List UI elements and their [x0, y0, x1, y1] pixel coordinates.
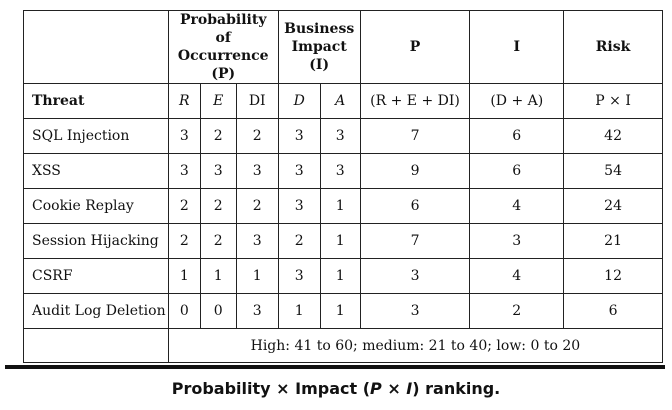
impact-group-header: Business Impact (I): [277, 10, 361, 84]
i-cell: 3: [469, 223, 565, 259]
di-cell: 3: [235, 223, 279, 259]
i-cell: 4: [469, 258, 565, 294]
i-column-header: I: [469, 10, 565, 84]
caption-rule: [5, 365, 665, 369]
a-cell: 3: [319, 118, 361, 154]
a-column-header: A: [319, 83, 361, 119]
e-cell: 0: [199, 293, 237, 329]
d-cell: 1: [277, 293, 321, 329]
caption-prefix: Probability × Impact (: [171, 379, 371, 398]
r-cell: 1: [167, 258, 201, 294]
di-cell: 2: [235, 118, 279, 154]
threat-cell: CSRF: [23, 258, 169, 294]
caption-suffix: ) ranking.: [412, 379, 501, 398]
i-formula-header: (D + A): [469, 83, 565, 119]
threat-column-header: Threat: [23, 83, 169, 119]
p-cell: 6: [359, 188, 471, 224]
risk-column-header: Risk: [563, 10, 663, 84]
d-cell: 2: [277, 223, 321, 259]
d-cell: 3: [277, 153, 321, 189]
d-cell: 3: [277, 258, 321, 294]
table-row: Cookie Replay 2 2 2 3 1 6 4 24: [23, 188, 663, 224]
i-cell: 2: [469, 293, 565, 329]
r-cell: 3: [167, 153, 201, 189]
p-cell: 3: [359, 258, 471, 294]
probability-group-header: Probability of Occurrence (P): [167, 10, 279, 84]
header-row-groups: Probability of Occurrence (P) Business I…: [23, 10, 663, 84]
e-cell: 3: [199, 153, 237, 189]
i-cell: 6: [469, 153, 565, 189]
di-cell: 3: [235, 293, 279, 329]
a-cell: 1: [319, 258, 361, 294]
e-cell: 2: [199, 188, 237, 224]
risk-cell: 6: [563, 293, 663, 329]
risk-formula-header: P × I: [563, 83, 663, 119]
legend-empty-cell: [23, 328, 169, 363]
r-cell: 0: [167, 293, 201, 329]
table-row: Audit Log Deletion 0 0 3 1 1 3 2 6: [23, 293, 663, 329]
threat-cell: XSS: [23, 153, 169, 189]
risk-cell: 12: [563, 258, 663, 294]
i-cell: 4: [469, 188, 565, 224]
a-cell: 1: [319, 293, 361, 329]
risk-cell: 42: [563, 118, 663, 154]
legend-row: High: 41 to 60; medium: 21 to 40; low: 0…: [23, 328, 664, 363]
e-column-header: E: [199, 83, 237, 119]
table-row: CSRF 1 1 1 3 1 3 4 12: [23, 258, 663, 294]
a-cell: 1: [319, 223, 361, 259]
r-cell: 3: [167, 118, 201, 154]
risk-cell: 24: [563, 188, 663, 224]
table-row: XSS 3 3 3 3 3 9 6 54: [23, 153, 663, 189]
threat-cell: Session Hijacking: [23, 223, 169, 259]
header-empty-cell: [23, 10, 169, 84]
risk-ranking-table: Probability of Occurrence (P) Business I…: [23, 10, 664, 363]
a-cell: 1: [319, 188, 361, 224]
risk-level-legend: High: 41 to 60; medium: 21 to 40; low: 0…: [167, 328, 664, 363]
threat-cell: Cookie Replay: [23, 188, 169, 224]
e-cell: 2: [199, 118, 237, 154]
risk-cell: 21: [563, 223, 663, 259]
r-cell: 2: [167, 188, 201, 224]
di-column-header: DI: [235, 83, 279, 119]
p-cell: 9: [359, 153, 471, 189]
d-cell: 3: [277, 118, 321, 154]
e-cell: 2: [199, 223, 237, 259]
di-cell: 1: [235, 258, 279, 294]
e-cell: 1: [199, 258, 237, 294]
table-row: SQL Injection 3 2 2 3 3 7 6 42: [23, 118, 663, 154]
d-cell: 3: [277, 188, 321, 224]
p-cell: 7: [359, 223, 471, 259]
table-caption: Probability × Impact (P × I) ranking.: [0, 379, 672, 398]
di-cell: 2: [235, 188, 279, 224]
d-column-header: D: [277, 83, 321, 119]
p-formula-header: (R + E + DI): [359, 83, 471, 119]
i-cell: 6: [469, 118, 565, 154]
r-column-header: R: [167, 83, 201, 119]
di-cell: 3: [235, 153, 279, 189]
a-cell: 3: [319, 153, 361, 189]
risk-cell: 54: [563, 153, 663, 189]
threat-cell: SQL Injection: [23, 118, 169, 154]
r-cell: 2: [167, 223, 201, 259]
caption-p: P: [370, 379, 382, 398]
p-cell: 3: [359, 293, 471, 329]
threat-cell: Audit Log Deletion: [23, 293, 169, 329]
caption-i: I: [406, 379, 413, 398]
caption-times: ×: [381, 379, 407, 398]
table-row: Session Hijacking 2 2 3 2 1 7 3 21: [23, 223, 663, 259]
header-row-subcolumns: Threat R E DI D A (R + E + DI) (D + A) P…: [23, 83, 663, 119]
p-cell: 7: [359, 118, 471, 154]
p-column-header: P: [359, 10, 471, 84]
